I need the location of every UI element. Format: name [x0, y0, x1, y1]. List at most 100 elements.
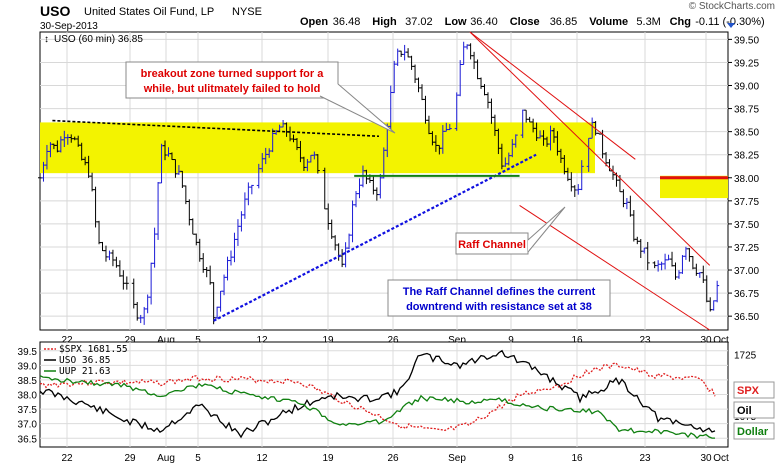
x-tick-label: 9	[508, 335, 514, 346]
lower-x-tick-label: Oct	[713, 453, 729, 464]
stat-value-open: 36.48	[333, 16, 361, 28]
lower-x-tick-label: 19	[322, 453, 334, 464]
annotation-downtrend-box	[387, 279, 611, 317]
stats-row: Open 36.48 High 37.02 Low 36.40 Close 36.85 Volu…	[300, 16, 765, 28]
x-tick-label: Oct	[713, 335, 729, 346]
lower-y-tick-left: 38.5	[18, 376, 38, 387]
lower-y-tick-left: 37.5	[18, 405, 38, 416]
x-tick-label: Aug	[157, 335, 175, 346]
annotation-downtrend-text: The Raff Channel defines the current	[403, 286, 596, 298]
lower-y-tick-left: 36.5	[18, 434, 38, 445]
stat-value-low: 36.40	[470, 16, 498, 28]
x-tick-label: 16	[571, 335, 583, 346]
annotation-breakout: breakout zone turned support for a while,…	[125, 61, 339, 99]
y-tick-label: 38.25	[734, 151, 759, 162]
annotation-breakout-text: breakout zone turned support for a	[141, 68, 325, 80]
dropdown-arrow-icon[interactable]	[727, 23, 735, 28]
annotation-breakout-box	[125, 61, 339, 99]
annotation-breakout-pointer	[319, 83, 396, 134]
y-tick-label: 38.00	[734, 174, 759, 185]
series-tag-label: Oil	[737, 405, 752, 417]
y-tick-label: 38.75	[734, 105, 759, 116]
symbol: USO	[40, 3, 70, 19]
legend-uso: USO (60 min) 36.85	[54, 34, 143, 45]
y-tick-label: 39.25	[734, 58, 759, 69]
chart-header: USO United States Oil Fund, LP NYSE 30-S…	[40, 1, 775, 32]
stat-label-volume: Volume	[589, 16, 628, 28]
comparison-panel: 36.537.037.538.038.539.039.5167517001725…	[18, 341, 775, 464]
resistance-box	[660, 175, 728, 199]
y-tick-label: 37.50	[734, 220, 759, 231]
lower-x-tick-label: 29	[124, 453, 136, 464]
annotation-raff-pointer	[527, 206, 566, 253]
price-panel: 36.50 36.75 37.00 37.25 37.50 37.75 38.00 38.25…	[38, 31, 759, 346]
annotation-raff-text: Raff Channel	[458, 239, 526, 251]
credit: © StockCharts.com	[689, 1, 775, 12]
x-tick-label: Sep	[448, 335, 466, 346]
uso-series-line	[39, 349, 716, 439]
fund-name: United States Oil Fund, LP	[84, 6, 214, 18]
x-tick-label: 5	[195, 335, 201, 346]
x-tick-label: 19	[322, 335, 334, 346]
stat-label-chg: Chg	[670, 16, 691, 28]
x-tick-label: 30	[700, 335, 712, 346]
ohlc-bar	[513, 134, 518, 148]
lower-x-tick-label: 30	[700, 453, 712, 464]
ohlc-bar	[579, 160, 584, 191]
ohlc-bar	[124, 276, 129, 290]
y-tick-label: 37.00	[734, 266, 759, 277]
lower-x-tick-label: 12	[256, 453, 268, 464]
lower-legend-label: USO 36.85	[59, 355, 110, 366]
annotation-downtrend-text: downtrend with resistance set at 38	[406, 301, 592, 313]
lower-y-tick-left: 39.0	[18, 361, 38, 372]
lower-x-tick-label: 22	[61, 453, 73, 464]
lower-y-tick-right: 1725	[734, 350, 757, 361]
lower-legend-label: $SPX 1681.55	[59, 344, 128, 355]
y-tick-label: 37.75	[734, 197, 759, 208]
y-tick-label: 38.50	[734, 128, 759, 139]
legend-ohlc-icon: ↕	[44, 34, 49, 45]
dashed-trendline	[213, 153, 537, 322]
stat-value-chg: -0.11 (-0.30%)	[695, 16, 765, 28]
lower-x-tick-label: 26	[387, 453, 399, 464]
y-tick-label: 37.25	[734, 243, 759, 254]
y-tick-label: 39.50	[734, 35, 759, 46]
lower-x-tick-label: 9	[508, 453, 514, 464]
annotation-downtrend: The Raff Channel defines the current down…	[387, 279, 611, 317]
annotation-breakout-text: while, but ulitmately failed to hold	[143, 83, 321, 95]
ohlc-bar	[315, 154, 320, 174]
y-tick-label: 36.50	[734, 312, 759, 323]
lower-x-tick-label: Aug	[157, 453, 175, 464]
ohlc-bar	[249, 184, 254, 195]
stat-label-low: Low	[445, 16, 467, 28]
series-tag-label: Dollar	[737, 426, 769, 438]
raff-lower-line	[519, 205, 711, 331]
lower-y-tick-left: 39.5	[18, 347, 38, 358]
ohlc-bar	[447, 124, 452, 131]
stat-label-open: Open	[300, 16, 328, 28]
lower-y-tick-left: 38.0	[18, 391, 38, 402]
lower-x-tick-label: 16	[571, 453, 583, 464]
x-tick-label: 22	[61, 335, 73, 346]
series-tag-label: SPX	[737, 385, 760, 397]
x-tick-label: 12	[256, 335, 268, 346]
raff-upper-line	[469, 31, 711, 266]
stat-value-high: 37.02	[405, 16, 433, 28]
spx-series-line	[39, 362, 716, 432]
raff-mid-line	[469, 31, 636, 160]
chart-date: 30-Sep-2013	[40, 21, 98, 32]
stat-value-close: 36.85	[550, 16, 578, 28]
ohlc-bar	[715, 280, 720, 303]
stat-value-volume: 5.3M	[636, 16, 660, 28]
lower-x-tick-label: 5	[195, 453, 201, 464]
uup-series-line	[39, 375, 715, 440]
x-tick-label: 26	[387, 335, 399, 346]
annotation-raff: Raff Channel	[455, 232, 529, 255]
series-tag-box	[733, 401, 775, 419]
series-tag-box	[733, 422, 775, 440]
lower-legend-label: UUP 21.63	[59, 366, 110, 377]
series-tag-box	[733, 381, 775, 399]
y-tick-label: 36.75	[734, 289, 759, 300]
